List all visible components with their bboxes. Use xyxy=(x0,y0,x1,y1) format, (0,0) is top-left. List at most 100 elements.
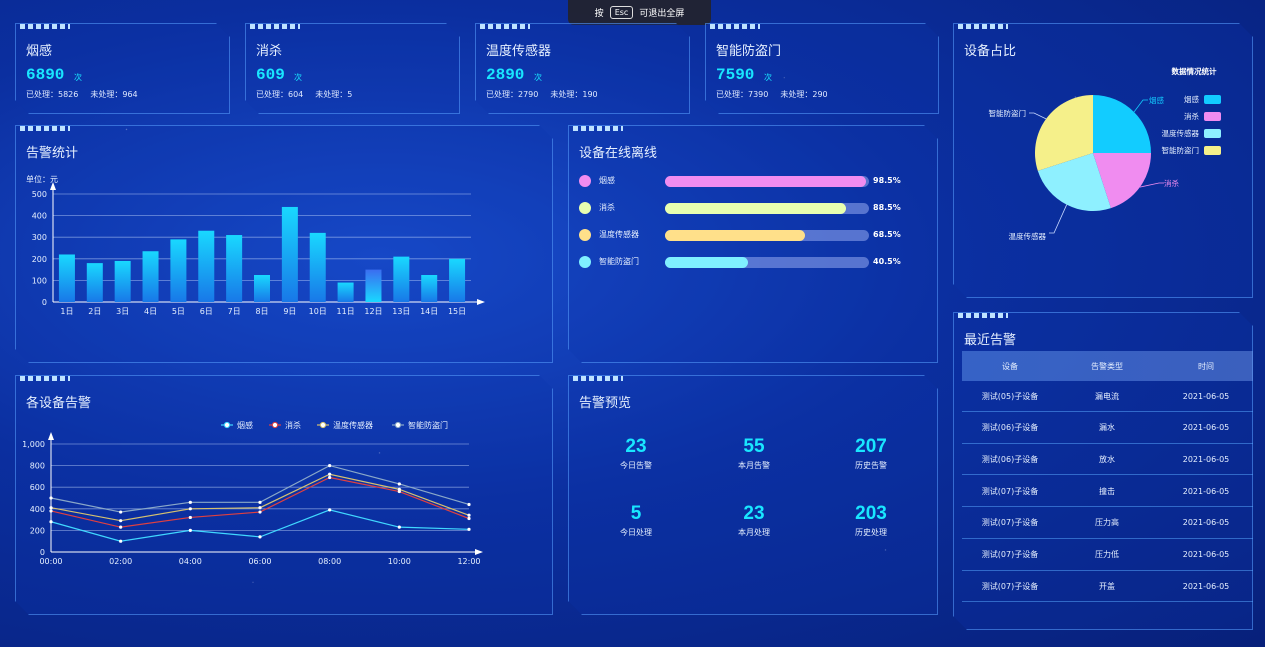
panel-title: 告警预览 xyxy=(579,396,632,411)
stat-processed: 已处理：7390 xyxy=(716,90,769,99)
esc-hint-pre: 按 xyxy=(594,9,604,19)
line-point xyxy=(119,526,122,529)
pie-legend-swatch xyxy=(1204,112,1221,121)
table-row[interactable]: 测试(05)子设备 漏电流 2021-06-05 xyxy=(962,381,1254,412)
pie-legend-swatch xyxy=(1204,95,1221,104)
cell-time: 2021-06-05 xyxy=(1182,518,1230,528)
stat-value: 2890 xyxy=(486,66,525,84)
preview-stat: 203 历史处理 xyxy=(826,503,916,538)
pie-label-line xyxy=(1140,183,1164,187)
bar-ytick-label: 400 xyxy=(32,212,47,221)
stat-value: 6890 xyxy=(26,66,65,84)
bar-xtick-label: 4日 xyxy=(144,307,157,316)
bar-mark xyxy=(170,239,186,302)
line-series xyxy=(51,466,469,512)
bar-xtick-label: 5日 xyxy=(172,307,185,316)
bar-xtick-label: 2日 xyxy=(88,307,101,316)
progress-fill xyxy=(665,230,805,241)
progress-label: 智能防盗门 xyxy=(599,257,639,266)
cell-device: 测试(07)子设备 xyxy=(981,550,1039,559)
line-legend-label: 消杀 xyxy=(285,420,301,430)
bar-mark xyxy=(59,254,75,302)
line-ytick-label: 1,000 xyxy=(22,440,45,449)
preview-number: 207 xyxy=(855,436,887,457)
pie-legend-label: 烟感 xyxy=(1184,94,1200,104)
pie-legend-title: 数据情况统计 xyxy=(1172,66,1217,76)
bar-mark xyxy=(115,261,131,302)
recent-alarms-panel: 最近告警 设备 告警类型 时间 测试(05)子设备 漏电流 2021-06-05 测试… xyxy=(953,312,1253,630)
stat-value: 609 xyxy=(256,66,285,84)
preview-label: 历史告警 xyxy=(855,461,887,470)
line-point xyxy=(328,476,331,479)
progress-dot xyxy=(579,229,591,241)
preview-label: 今日告警 xyxy=(620,461,652,470)
stat-unit: 次 xyxy=(294,73,302,82)
progress-dot xyxy=(579,202,591,214)
table-row[interactable]: 测试(07)子设备 开盖 2021-06-05 xyxy=(962,571,1254,602)
line-xtick-label: 00:00 xyxy=(39,557,62,566)
progress-fill xyxy=(665,257,748,268)
stat-unprocessed: 未处理：964 xyxy=(90,90,138,99)
stat-processed: 已处理：5826 xyxy=(26,90,79,99)
line-legend-label: 智能防盗门 xyxy=(408,420,448,430)
alarm-stats-panel: 告警统计 单位：元 0 100 200 300 400 500 1日 2日 3日 4日 5日 6日 7日 8… xyxy=(15,125,553,363)
progress-value: 68.5% xyxy=(873,230,901,239)
line-point xyxy=(258,510,261,513)
line-series xyxy=(51,474,469,520)
pie-slice xyxy=(1093,95,1151,153)
line-xtick-label: 02:00 xyxy=(109,557,132,566)
table-row[interactable]: 测试(07)子设备 压力低 2021-06-05 xyxy=(962,540,1254,571)
cell-device: 测试(07)子设备 xyxy=(981,581,1039,591)
progress-label: 消杀 xyxy=(599,203,615,212)
fullscreen-exit-hint: 按 Esc 可退出全屏 xyxy=(568,0,711,25)
table-row[interactable]: 测试(06)子设备 放水 2021-06-05 xyxy=(962,444,1254,475)
line-ytick-label: 0 xyxy=(40,548,45,557)
stat-sub: 已处理：7390 未处理：290 xyxy=(716,89,840,100)
bar-ytick-label: 300 xyxy=(32,233,47,242)
panel-title: 设备占比 xyxy=(964,44,1017,59)
preview-label: 本月处理 xyxy=(738,528,770,537)
line-point xyxy=(258,535,261,538)
bar-mark xyxy=(87,263,103,302)
pie-label-line xyxy=(1134,100,1148,112)
stat-unprocessed: 未处理：290 xyxy=(780,90,828,99)
pie-slice xyxy=(1035,95,1093,171)
panel-title: 最近告警 xyxy=(964,333,1017,348)
line-point xyxy=(467,514,470,517)
recent-alarms-table-body[interactable]: 测试(05)子设备 漏电流 2021-06-05 测试(06)子设备 漏水 2021-06… xyxy=(954,313,1254,618)
online-progress-row: 烟感 98.5% xyxy=(579,174,909,188)
panel-title: 告警统计 xyxy=(26,146,79,161)
pie-slice-label: 智能防盗门 xyxy=(989,108,1027,118)
line-point xyxy=(189,529,192,532)
pie-label-line xyxy=(1049,205,1067,233)
cell-alarm-type: 漏电流 xyxy=(1095,391,1119,401)
pie-slice-label: 消杀 xyxy=(1164,178,1180,188)
cell-alarm-type: 漏水 xyxy=(1099,423,1115,433)
progress-value: 98.5% xyxy=(873,176,901,185)
online-status-panel: 设备在线离线 烟感 98.5% 消杀 88.5% 温度传感器 68.5% 智能防… xyxy=(568,125,938,363)
stat-unprocessed: 未处理：5 xyxy=(315,90,353,99)
online-progress-row: 温度传感器 68.5% xyxy=(579,228,909,242)
bar-ylabel: 单位：元 xyxy=(26,174,58,184)
panel-title: 设备在线离线 xyxy=(579,146,658,161)
line-legend-marker xyxy=(272,422,277,427)
pie-legend-label: 温度传感器 xyxy=(1162,128,1200,138)
alarm-preview-panel: 告警预览 23 今日告警 55 本月告警 207 历史告警 5 今日处理 23 本月处理 203 历史… xyxy=(568,375,938,615)
cell-device: 测试(07)子设备 xyxy=(981,518,1039,528)
table-row[interactable]: 测试(07)子设备 压力高 2021-06-05 xyxy=(962,508,1254,539)
progress-value: 88.5% xyxy=(873,203,901,212)
line-point xyxy=(119,540,122,543)
bar-mark xyxy=(254,275,270,302)
line-point xyxy=(398,488,401,491)
recent-alarms-table-header: 设备 告警类型 时间 xyxy=(962,351,1256,381)
bar-ytick-label: 200 xyxy=(32,255,47,264)
table-row[interactable]: 测试(07)子设备 撞击 2021-06-05 xyxy=(962,476,1254,507)
line-point xyxy=(258,501,261,504)
pie-legend-swatch xyxy=(1204,129,1221,138)
preview-label: 今日处理 xyxy=(620,528,652,537)
bar-x-arrow xyxy=(477,299,485,305)
line-point xyxy=(49,509,52,512)
table-row[interactable]: 测试(06)子设备 漏水 2021-06-05 xyxy=(962,413,1254,444)
stat-card-disinfect: 消杀 609 次 已处理：604 未处理：5 xyxy=(245,23,460,114)
progress-fill xyxy=(665,176,866,187)
